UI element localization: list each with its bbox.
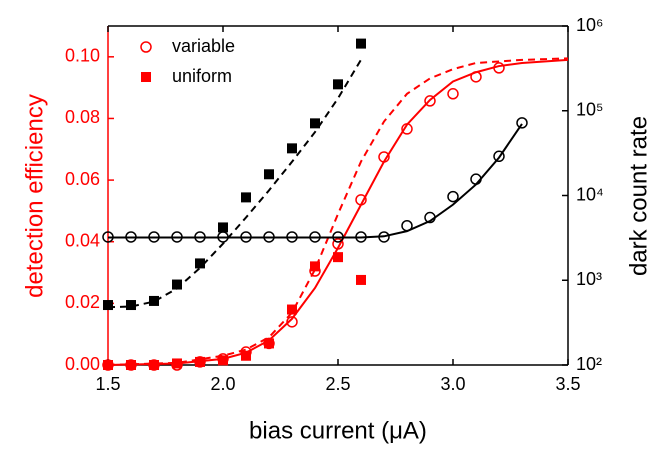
marker [493, 150, 505, 163]
marker [333, 252, 343, 263]
marker [310, 118, 320, 129]
legend-label: uniform [172, 66, 232, 86]
fit-line [108, 123, 523, 239]
marker [241, 192, 251, 203]
y2-tick-label: 10³ [576, 269, 602, 289]
x-tick-label: 1.5 [95, 374, 120, 394]
marker [287, 143, 297, 154]
x-tick-label: 3.5 [555, 374, 580, 394]
marker [172, 279, 182, 290]
marker [286, 316, 298, 328]
y2-tick-label: 10⁵ [576, 100, 603, 120]
x-tick-label: 2.5 [325, 374, 350, 394]
y-tick-label: 0.02 [65, 292, 100, 312]
fit-line [107, 59, 362, 309]
y-tick-label: 0.04 [65, 230, 100, 250]
marker [264, 169, 274, 180]
marker [516, 117, 528, 129]
legend-marker [140, 41, 152, 53]
y2-tick-label: 10² [576, 354, 602, 374]
marker [149, 295, 159, 306]
legend-label: variable [172, 36, 235, 56]
marker [149, 360, 159, 370]
marker [195, 258, 205, 269]
marker [447, 190, 459, 203]
fit-line [107, 58, 569, 366]
marker [310, 261, 320, 272]
x-tick-label: 2.0 [210, 374, 235, 394]
y-tick-label: 0.00 [65, 354, 100, 374]
marker [356, 38, 366, 49]
marker [218, 222, 228, 233]
marker [218, 355, 228, 366]
y2-axis-label: dark count rate [625, 116, 652, 276]
fit-line [107, 57, 569, 366]
marker [356, 274, 366, 285]
marker [287, 304, 297, 315]
legend-marker [141, 72, 151, 82]
y-tick-label: 0.10 [65, 46, 100, 66]
y2-tick-label: 10⁴ [576, 184, 604, 204]
marker [424, 95, 436, 107]
marker [103, 300, 113, 311]
y-tick-label: 0.08 [65, 107, 100, 127]
marker [447, 88, 459, 100]
marker [264, 338, 274, 349]
marker [241, 350, 251, 361]
marker [126, 300, 136, 311]
y-axis-label: detection efficiency [21, 94, 48, 298]
marker [333, 79, 343, 90]
y2-tick-label: 10⁶ [576, 15, 603, 35]
x-axis-label: bias current (μA) [249, 417, 427, 444]
x-tick-label: 3.0 [440, 374, 465, 394]
y-tick-label: 0.06 [65, 169, 100, 189]
